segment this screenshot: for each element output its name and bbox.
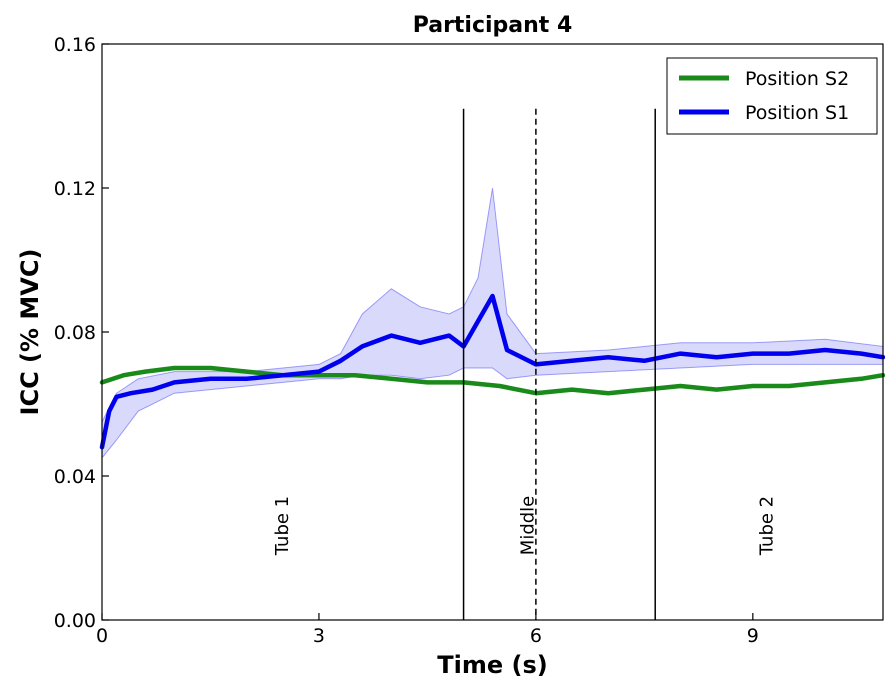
legend-label: Position S1 [745,102,849,124]
y-tick-label: 0.16 [54,34,96,56]
y-tick-label: 0.08 [54,322,96,344]
y-tick-label: 0.04 [54,466,96,488]
x-tick-label: 3 [313,625,325,647]
y-axis-title: ICC (% MVC) [16,249,44,416]
x-tick-label: 6 [530,625,542,647]
series-line-2 [99,293,885,450]
legend-label: Position S2 [745,68,849,90]
chart-title: Participant 4 [413,13,573,38]
region-label: Tube 2 [756,496,777,556]
region-divider-layer [462,108,656,620]
region-label: Middle [518,496,539,555]
region-label: Tube 1 [272,496,293,556]
region-label-layer: Tube 1 Middle Tube 2 [272,496,778,556]
y-tick-label: 0.12 [54,178,96,200]
axis-ticks-layer: 0 3 6 9 0.00 0.04 0.08 0.12 0.16 [54,34,759,647]
legend: Position S2 Position S1 [666,57,878,135]
confidence-band-layer [101,187,884,460]
y-tick-label: 0.00 [54,610,96,632]
x-tick-label: 0 [96,625,108,647]
x-axis-title: Time (s) [437,651,547,679]
x-tick-label: 9 [747,625,759,647]
series-line-1 [99,365,885,396]
confidence-band-s1 [101,187,884,460]
legend-box [666,57,878,135]
